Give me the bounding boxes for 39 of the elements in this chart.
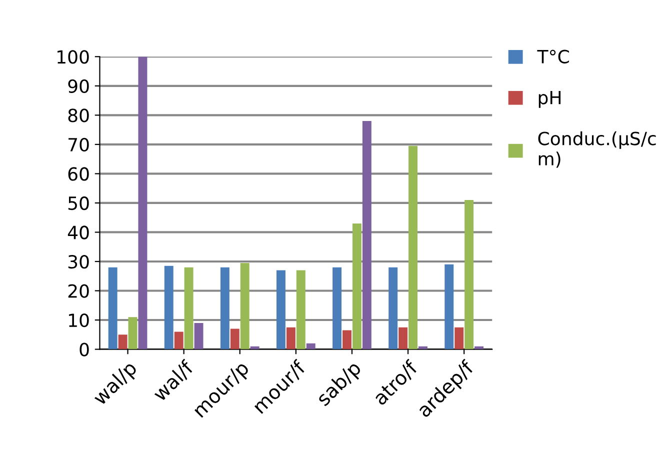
bar	[362, 121, 372, 350]
y-tick-label: 0	[80, 342, 89, 356]
bar	[398, 327, 408, 350]
bar	[276, 270, 286, 350]
y-tick-label: 20	[68, 284, 89, 298]
bar	[194, 322, 204, 350]
legend-label: T°C	[537, 50, 569, 64]
bar	[388, 267, 398, 350]
bar	[240, 262, 250, 350]
bar	[454, 327, 464, 350]
y-tick-label: 90	[68, 79, 89, 94]
bar	[464, 200, 474, 350]
bar	[220, 267, 230, 350]
bar	[174, 332, 184, 350]
bar	[286, 327, 296, 350]
y-tick-label: 30	[68, 254, 89, 269]
bar	[408, 146, 418, 350]
y-tick-label: 60	[68, 167, 89, 181]
bar	[296, 270, 306, 350]
y-tick-label: 50	[68, 196, 89, 210]
y-tick-label: 100	[58, 50, 89, 64]
bar	[230, 328, 240, 350]
bar	[128, 317, 138, 350]
bar	[306, 343, 316, 350]
bar	[352, 223, 362, 350]
bar	[342, 330, 352, 350]
bar	[332, 267, 342, 350]
bar	[138, 56, 148, 350]
y-tick-label: 80	[68, 108, 89, 122]
y-tick-label: 10	[69, 313, 89, 328]
bar	[108, 267, 118, 350]
y-tick-label: 70	[68, 138, 89, 152]
legend-label: Conduc.(µS/c m)	[538, 131, 656, 168]
y-tick-label: 40	[68, 226, 89, 240]
legend-label: pH	[538, 90, 561, 108]
bar	[118, 334, 128, 350]
bar	[444, 264, 454, 350]
bar	[164, 266, 174, 350]
bar	[184, 267, 194, 350]
